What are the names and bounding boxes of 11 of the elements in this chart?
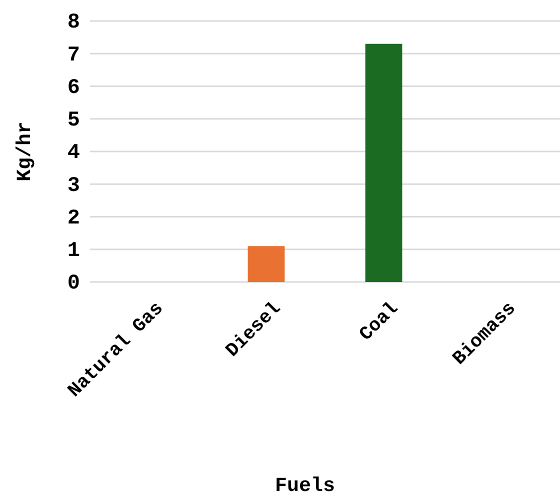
y-tick-label: 6 bbox=[67, 76, 80, 100]
y-tick-label: 4 bbox=[67, 142, 80, 166]
y-axis-title: Kg/hr bbox=[14, 121, 37, 182]
y-tick-label: 7 bbox=[67, 44, 80, 68]
y-tick-label: 8 bbox=[67, 12, 80, 35]
x-axis-title: Fuels bbox=[274, 475, 336, 498]
y-tick-label: 5 bbox=[67, 110, 80, 133]
y-tick-label: 2 bbox=[67, 207, 80, 230]
y-tick-label: 3 bbox=[67, 174, 80, 198]
y-tick-label: 0 bbox=[67, 272, 80, 296]
y-tick-label: 1 bbox=[67, 240, 80, 264]
